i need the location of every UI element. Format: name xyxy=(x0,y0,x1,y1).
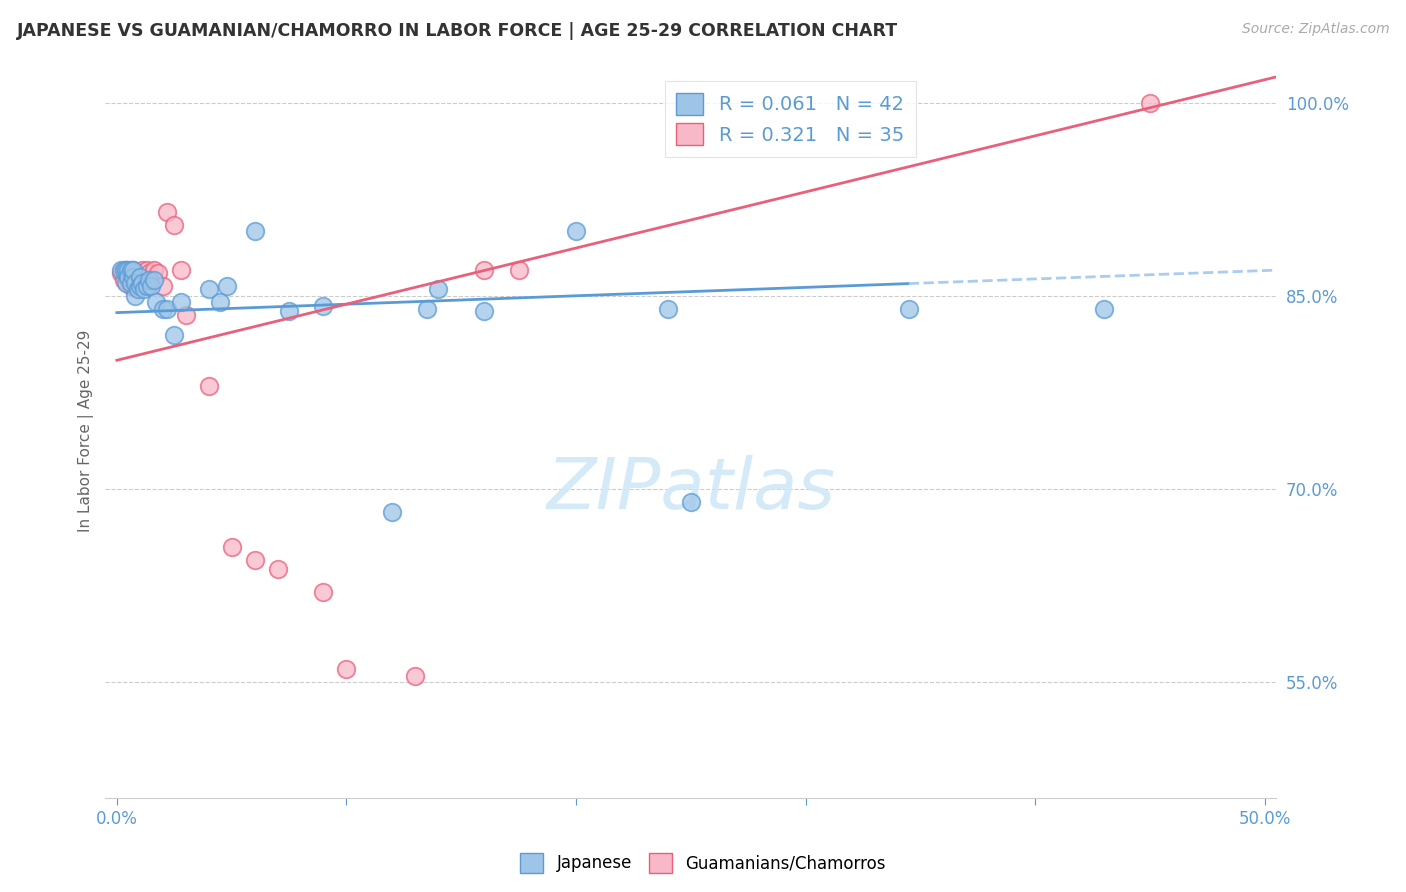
Point xyxy=(134,276,156,290)
Point xyxy=(174,308,197,322)
Point xyxy=(141,273,163,287)
Point xyxy=(141,278,163,293)
Point xyxy=(117,263,139,277)
Point xyxy=(120,278,142,293)
Point xyxy=(897,301,920,316)
Point xyxy=(1139,95,1161,110)
Point xyxy=(120,263,142,277)
Point xyxy=(115,276,138,290)
Point xyxy=(112,273,135,287)
Text: ZIPatlas: ZIPatlas xyxy=(547,455,835,524)
Point xyxy=(117,273,139,287)
Point xyxy=(134,282,156,296)
Point xyxy=(312,299,335,313)
Point xyxy=(120,276,142,290)
Point xyxy=(243,225,266,239)
Point xyxy=(215,278,238,293)
Point xyxy=(110,263,132,277)
Point xyxy=(416,301,439,316)
Point xyxy=(278,304,301,318)
Point xyxy=(131,263,153,277)
Point xyxy=(1092,301,1115,316)
Point xyxy=(312,585,335,599)
Point xyxy=(124,278,146,293)
Point xyxy=(124,289,146,303)
Point xyxy=(115,263,138,277)
Point xyxy=(472,263,495,277)
Legend: Japanese, Guamanians/Chamorros: Japanese, Guamanians/Chamorros xyxy=(513,847,893,880)
Point xyxy=(152,278,174,293)
Point xyxy=(427,282,450,296)
Text: Source: ZipAtlas.com: Source: ZipAtlas.com xyxy=(1241,22,1389,37)
Y-axis label: In Labor Force | Age 25-29: In Labor Force | Age 25-29 xyxy=(79,330,94,533)
Point xyxy=(266,562,288,576)
Point xyxy=(120,266,142,280)
Point xyxy=(135,263,157,277)
Point xyxy=(170,263,193,277)
Point xyxy=(657,301,679,316)
Point xyxy=(142,263,165,277)
Point xyxy=(221,540,243,554)
Point xyxy=(170,295,193,310)
Point xyxy=(127,276,149,290)
Point xyxy=(156,301,179,316)
Text: JAPANESE VS GUAMANIAN/CHAMORRO IN LABOR FORCE | AGE 25-29 CORRELATION CHART: JAPANESE VS GUAMANIAN/CHAMORRO IN LABOR … xyxy=(17,22,898,40)
Point xyxy=(243,553,266,567)
Point xyxy=(112,263,135,277)
Point xyxy=(128,269,150,284)
Point xyxy=(163,218,186,232)
Point xyxy=(138,273,160,287)
Point xyxy=(156,205,179,219)
Point xyxy=(209,295,232,310)
Point xyxy=(117,269,139,284)
Point xyxy=(127,282,149,296)
Point xyxy=(679,495,702,509)
Point xyxy=(122,273,145,287)
Point xyxy=(122,263,145,277)
Point xyxy=(142,273,165,287)
Point xyxy=(115,263,138,277)
Point xyxy=(124,276,146,290)
Point xyxy=(152,301,174,316)
Point xyxy=(163,327,186,342)
Point xyxy=(110,266,132,280)
Point xyxy=(122,269,145,284)
Point xyxy=(138,266,160,280)
Point xyxy=(131,276,153,290)
Point xyxy=(472,304,495,318)
Point xyxy=(128,278,150,293)
Point xyxy=(145,295,167,310)
Point xyxy=(148,266,170,280)
Point xyxy=(197,379,219,393)
Point xyxy=(381,505,404,519)
Point xyxy=(128,273,150,287)
Point xyxy=(122,263,145,277)
Point xyxy=(135,278,157,293)
Point xyxy=(565,225,588,239)
Point xyxy=(404,669,426,683)
Point xyxy=(197,282,219,296)
Point xyxy=(508,263,530,277)
Point xyxy=(335,662,357,676)
Legend: R = 0.061   N = 42, R = 0.321   N = 35: R = 0.061 N = 42, R = 0.321 N = 35 xyxy=(665,81,915,157)
